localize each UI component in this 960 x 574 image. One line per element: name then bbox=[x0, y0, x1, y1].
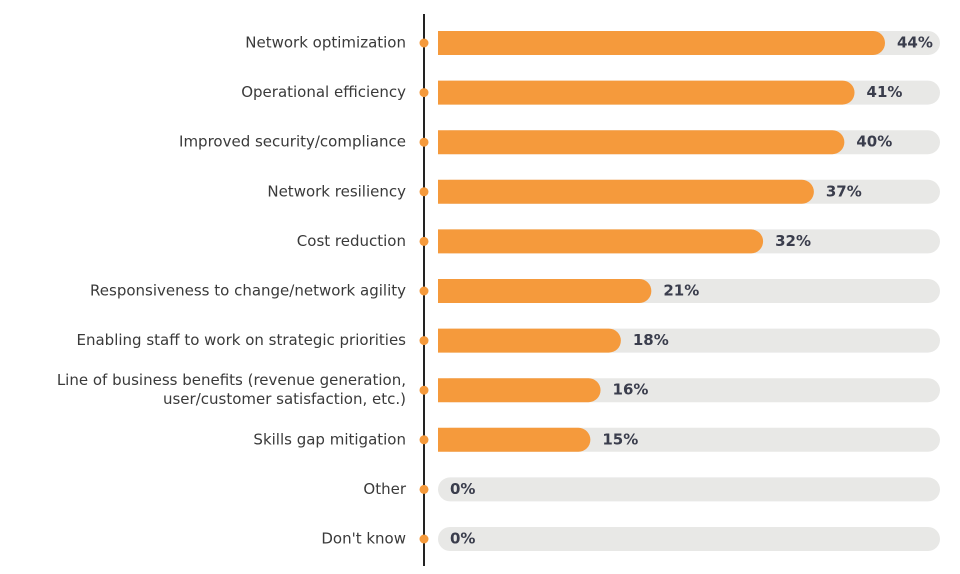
axis-dot bbox=[419, 484, 429, 494]
axis-dot bbox=[419, 534, 429, 544]
value-label: 15% bbox=[602, 430, 638, 448]
category-label-line: Operational efficiency bbox=[241, 83, 406, 101]
category-label-line: user/customer satisfaction, etc.) bbox=[163, 390, 406, 408]
value-label: 0% bbox=[450, 480, 475, 498]
bar bbox=[438, 328, 621, 353]
bars bbox=[438, 31, 885, 452]
bar bbox=[438, 427, 591, 452]
axis-dot bbox=[419, 137, 429, 147]
value-label: 18% bbox=[633, 331, 669, 349]
axis-dot bbox=[419, 435, 429, 445]
value-label: 21% bbox=[663, 282, 699, 300]
category-label-line: Skills gap mitigation bbox=[253, 430, 406, 448]
category-label: Don't know bbox=[321, 530, 406, 548]
axis-dot bbox=[419, 38, 429, 48]
value-label: 40% bbox=[856, 133, 892, 151]
category-label: Cost reduction bbox=[297, 232, 406, 250]
category-label-line: Line of business benefits (revenue gener… bbox=[57, 371, 406, 389]
category-label-line: Network resiliency bbox=[267, 182, 406, 200]
value-label: 32% bbox=[775, 232, 811, 250]
category-label: Network optimization bbox=[245, 34, 406, 52]
bar bbox=[438, 179, 814, 204]
axis-dot bbox=[419, 236, 429, 246]
bar bbox=[438, 31, 885, 55]
bar bbox=[438, 80, 855, 105]
value-label: 16% bbox=[613, 381, 649, 399]
category-label: Network resiliency bbox=[267, 182, 406, 200]
bar-track bbox=[438, 477, 940, 502]
category-label-line: Don't know bbox=[321, 530, 406, 548]
value-label: 44% bbox=[897, 34, 933, 52]
value-labels: 44% 41% 40% 37% 32% 21% 18% 16% 15% 0% 0% bbox=[450, 34, 933, 548]
axis-dot bbox=[419, 286, 429, 296]
category-label: Operational efficiency bbox=[241, 83, 406, 101]
category-label-line: Network optimization bbox=[245, 34, 406, 52]
axis-dot bbox=[419, 187, 429, 197]
axis-dot bbox=[419, 88, 429, 98]
category-label: Skills gap mitigation bbox=[253, 430, 406, 448]
category-label: Other bbox=[363, 480, 406, 498]
category-label: Line of business benefits (revenue gener… bbox=[57, 371, 406, 408]
value-label: 0% bbox=[450, 530, 475, 548]
category-label-line: Enabling staff to work on strategic prio… bbox=[77, 331, 407, 349]
bar-track bbox=[438, 527, 940, 551]
bar bbox=[438, 229, 764, 254]
bar bbox=[438, 378, 601, 403]
value-label: 41% bbox=[867, 83, 903, 101]
category-label: Responsiveness to change/network agility bbox=[90, 282, 406, 300]
category-label-line: Other bbox=[363, 480, 406, 498]
category-label: Enabling staff to work on strategic prio… bbox=[77, 331, 407, 349]
axis-dot bbox=[419, 385, 429, 395]
bar bbox=[438, 279, 652, 303]
category-label-line: Responsiveness to change/network agility bbox=[90, 282, 406, 300]
category-label-line: Improved security/compliance bbox=[179, 133, 406, 151]
category-label: Improved security/compliance bbox=[179, 133, 406, 151]
category-labels: Network optimization Operational efficien… bbox=[57, 34, 407, 548]
axis-dots bbox=[419, 38, 429, 544]
value-label: 37% bbox=[826, 182, 862, 200]
category-label-line: Cost reduction bbox=[297, 232, 406, 250]
bar bbox=[438, 130, 845, 155]
axis-dot bbox=[419, 336, 429, 346]
